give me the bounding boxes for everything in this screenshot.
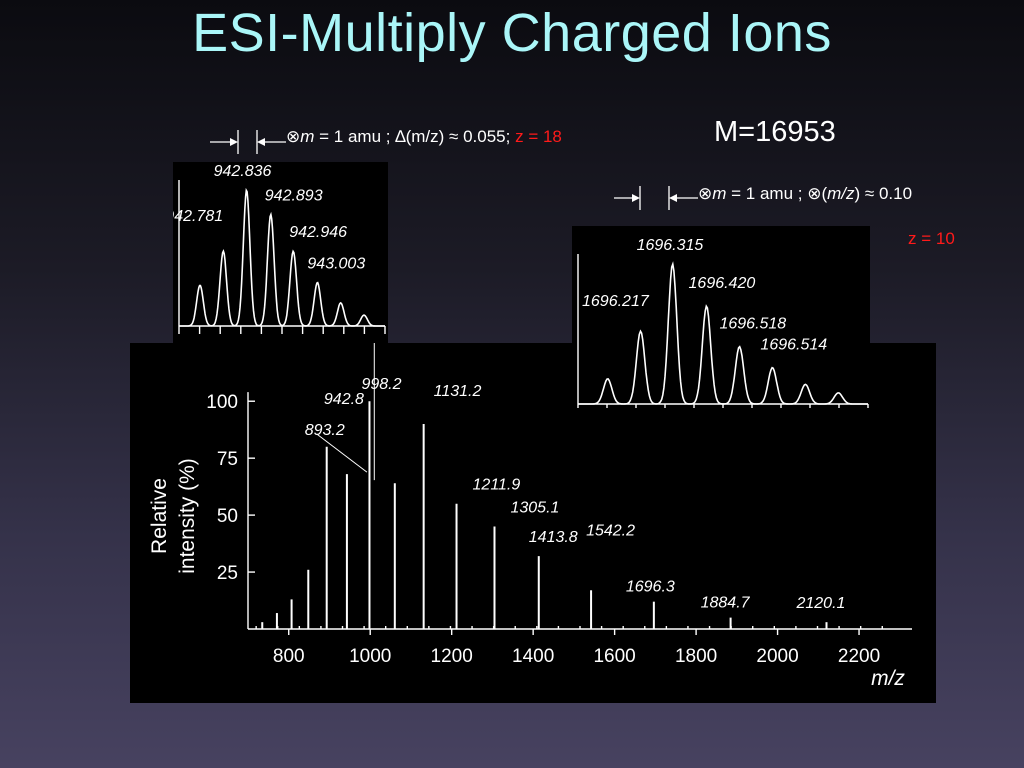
isotope-envelope-trace <box>578 261 868 405</box>
y-axis-label-line1: Relative <box>148 478 171 554</box>
inset-z18-panel: 942.781 942.836 942.893 942.946 943.003 <box>165 162 388 343</box>
inset-z10-chart: 1696.315 1696.420 1696.518 1696.514 1696.217 <box>577 237 869 412</box>
x-tick-label: 1000 <box>349 646 391 667</box>
main-spectrum-chart: 25 50 75 100 800 1000 1200 1400 1600 1800 2000 2200… <box>148 343 912 690</box>
x-tick-label: 1600 <box>593 646 635 667</box>
peak-label: 942.8 <box>324 391 364 408</box>
y-tick-label: 25 <box>217 563 238 584</box>
peak-label: 2120.1 <box>795 595 845 612</box>
note-z18: ⊗m = 1 amu ; ∆(m/z) ≈ 0.055; z = 18 <box>286 127 562 146</box>
peak-label: 1413.8 <box>529 529 578 546</box>
charge-state-10: z = 10 <box>908 229 955 248</box>
x-tick-label: 1800 <box>675 646 717 667</box>
inset-peak-label: 942.946 <box>289 224 347 241</box>
inset-z18-chart: 942.781 942.836 942.893 942.946 943.003 <box>165 163 386 334</box>
inset-peak-label: 942.781 <box>173 208 223 225</box>
delta-bracket-right <box>614 186 698 210</box>
inset-peak-label: 1696.514 <box>760 337 827 354</box>
inset-peak-label: 1696.518 <box>719 316 786 333</box>
peak-label: 1131.2 <box>434 383 482 400</box>
inset-peak-label: 943.003 <box>307 255 365 272</box>
inset-z10-panel: 1696.315 1696.420 1696.518 1696.514 1696.217 <box>572 226 870 412</box>
peak-label: 893.2 <box>305 422 345 439</box>
charge-state-18: z = 18 <box>515 127 562 146</box>
y-axis-label-line2: intensity (%) <box>176 458 199 574</box>
molecular-mass: M=16953 <box>714 116 836 148</box>
y-tick-label: 50 <box>217 506 238 527</box>
peak-label: 1696.3 <box>626 579 675 596</box>
inset-peak-label: 1696.315 <box>637 237 704 254</box>
y-tick-label: 75 <box>217 449 238 470</box>
x-tick-label: 800 <box>273 646 305 667</box>
y-tick-label: 100 <box>206 392 238 413</box>
zoom-leader-line <box>316 433 368 473</box>
inset-peak-label: 1696.217 <box>582 293 650 310</box>
x-axis-label: m/z <box>871 667 905 690</box>
inset-peak-label: 1696.420 <box>689 275 756 292</box>
x-tick-label: 2200 <box>838 646 880 667</box>
slide-title: ESI-Multiply Charged Ions <box>192 3 832 63</box>
isotope-envelope-trace <box>179 187 385 327</box>
inset-peak-label: 942.836 <box>214 163 272 180</box>
inset-peak-label: 942.893 <box>265 187 323 204</box>
x-tick-label: 2000 <box>756 646 798 667</box>
peak-label: 1211.9 <box>473 477 521 494</box>
peak-label: 1305.1 <box>510 500 559 517</box>
peak-label: 998.2 <box>361 376 401 393</box>
note-z10: ⊗m = 1 amu ; ⊗(m/z) ≈ 0.10 <box>698 184 913 203</box>
delta-bracket-left <box>210 130 286 154</box>
x-tick-label: 1400 <box>512 646 554 667</box>
x-tick-label: 1200 <box>431 646 473 667</box>
peak-label: 1884.7 <box>701 595 751 612</box>
y-axis-label: Relative intensity (%) <box>148 458 199 574</box>
peak-label: 1542.2 <box>586 522 635 539</box>
